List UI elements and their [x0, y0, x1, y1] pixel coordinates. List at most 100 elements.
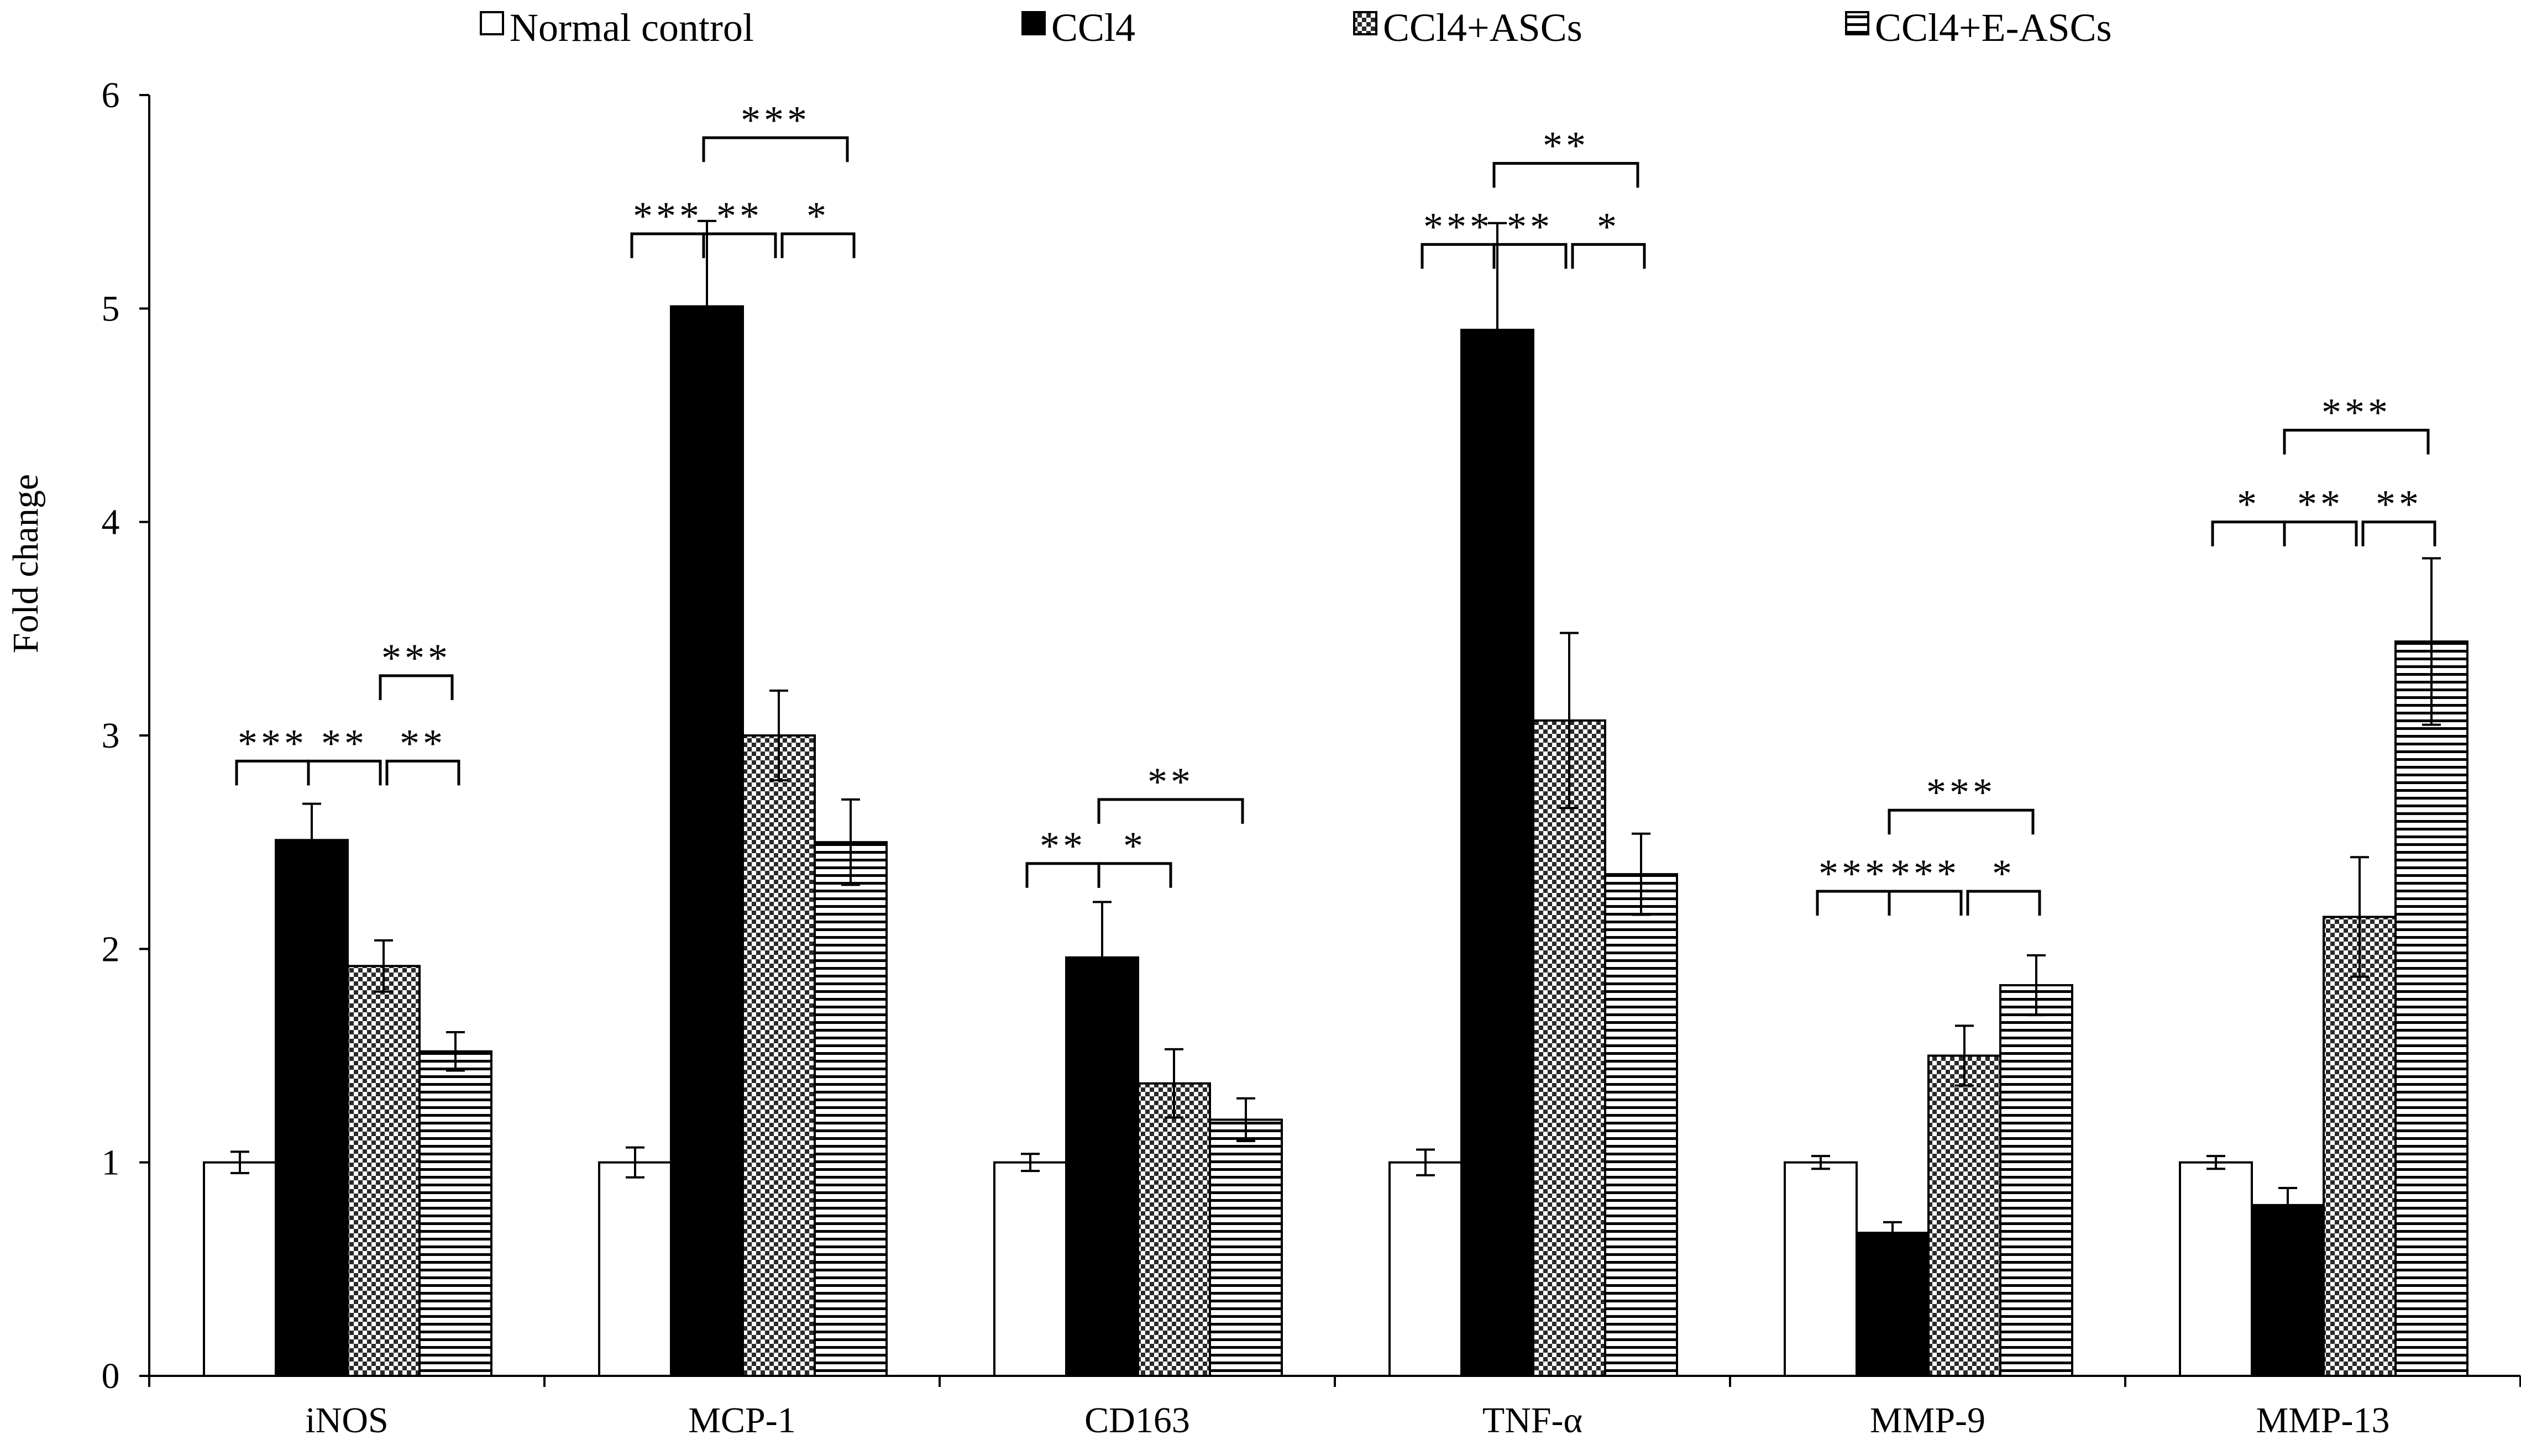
error-bar-ccl4-ascs-mcp-1 — [769, 689, 788, 782]
bracket-line — [307, 759, 382, 786]
error-bar-ccl4-e-ascs-mmp-13 — [2422, 557, 2441, 726]
y-tick-label: 4 — [102, 502, 120, 543]
significance-mmp-13-1-2: ** — [2283, 482, 2358, 546]
bar-normal-control-cd163 — [993, 1161, 1067, 1378]
significance-mmp-9-1-3: *** — [1888, 770, 2035, 835]
x-tick-label-mmp-9: MMP-9 — [1870, 1400, 1985, 1441]
significance-mcp-1-1-2: ** — [702, 194, 777, 259]
bracket-line — [379, 674, 454, 700]
legend: Normal control CCl4 CCl4+ASCs CCl4+E-ASCs — [480, 6, 2112, 50]
x-tick-label-tnf: TNF-α — [1482, 1400, 1582, 1441]
error-bar-ccl4-inos — [302, 802, 321, 877]
error-bar-ccl4-ascs-cd163 — [1165, 1048, 1183, 1119]
bar-ccl4-inos — [275, 839, 349, 1377]
significance-mmp-13-0-1: * — [2211, 482, 2286, 546]
error-bar-normal-control-mmp-9 — [1811, 1155, 1830, 1170]
error-bar-ccl4-e-ascs-mcp-1 — [841, 798, 860, 886]
y-tick-label: 5 — [102, 288, 120, 329]
bracket-line — [1888, 808, 2035, 835]
y-axis-title: Fold change — [6, 474, 46, 653]
error-bar-normal-control-mmp-13 — [2206, 1155, 2225, 1170]
significance-inos-0-1: *** — [235, 721, 310, 786]
x-tick-label-inos: iNOS — [305, 1400, 388, 1441]
significance-label: *** — [1818, 851, 1888, 896]
bar-ccl4-ascs-mcp-1 — [742, 734, 816, 1377]
legend-item-normal-control: Normal control — [480, 6, 754, 50]
significance-label: * — [1992, 851, 2015, 896]
x-tick-label-cd163: CD163 — [1084, 1400, 1190, 1441]
error-bar-ccl4-e-ascs-tnf — [1632, 832, 1650, 916]
error-bar-normal-control-cd163 — [1021, 1153, 1040, 1173]
bracket-line — [2283, 521, 2358, 546]
legend-swatch-ccl4-e-ascs — [1845, 11, 1869, 35]
bar-ccl4-cd163 — [1065, 956, 1139, 1377]
y-tick-label: 0 — [102, 1356, 120, 1396]
bar-ccl4-mmp-9 — [1856, 1232, 1930, 1378]
significance-mmp-13-1-3: *** — [2283, 391, 2430, 455]
significance-mcp-1-1-3: *** — [702, 98, 849, 162]
significance-mmp-9-1-2: *** — [1888, 851, 1963, 916]
bar-ccl4-ascs-mmp-9 — [1927, 1054, 2001, 1377]
bar-normal-control-mmp-13 — [2179, 1161, 2253, 1378]
significance-label: ** — [1040, 824, 1086, 868]
y-tick-label: 1 — [102, 1143, 120, 1183]
error-bar-normal-control-mcp-1 — [626, 1146, 644, 1179]
error-bar-ccl4-e-ascs-cd163 — [1236, 1097, 1255, 1143]
significance-brackets: ******** ********** ************* *********… — [235, 98, 2436, 916]
significance-label: ** — [2297, 482, 2344, 527]
bar-ccl4-e-ascs-mcp-1 — [814, 841, 888, 1377]
bracket-line — [1492, 243, 1568, 269]
error-bar-normal-control-tnf — [1416, 1148, 1435, 1176]
y-tick-label: 6 — [102, 75, 120, 115]
error-bar-ccl4-mmp-13 — [2278, 1187, 2297, 1223]
x-tick-label-mmp-13: MMP-13 — [2256, 1400, 2389, 1441]
significance-label: ** — [400, 721, 446, 765]
significance-label: ** — [1507, 204, 1553, 249]
legend-item-ccl4-ascs: CCl4+ASCs — [1353, 6, 1582, 50]
bar-ccl4-e-ascs-mmp-13 — [2394, 640, 2468, 1377]
significance-mcp-1-2-3: * — [780, 194, 856, 259]
bar-ccl4-e-ascs-tnf — [1604, 873, 1678, 1378]
significance-label: * — [2237, 482, 2260, 527]
significance-label: *** — [238, 721, 307, 765]
legend-swatch-normal-control — [480, 11, 504, 35]
bar-ccl4-mmp-13 — [2251, 1203, 2325, 1378]
legend-label-normal-control: Normal control — [510, 6, 754, 50]
bar-ccl4-e-ascs-inos — [418, 1050, 492, 1377]
significance-label: *** — [2321, 391, 2391, 435]
bracket-line — [2361, 521, 2436, 546]
bracket-line — [1097, 798, 1244, 824]
significance-label: *** — [741, 98, 810, 142]
significance-cd163-1-2: * — [1097, 824, 1172, 888]
error-bar-ccl4-ascs-mmp-13 — [2350, 856, 2369, 978]
error-bar-ccl4-ascs-inos — [374, 939, 393, 993]
significance-label: * — [1123, 824, 1146, 868]
bracket-line — [780, 232, 856, 259]
bracket-line — [1097, 862, 1172, 888]
significance-label: ** — [1147, 760, 1194, 804]
bar-ccl4-ascs-mmp-13 — [2323, 916, 2397, 1377]
bracket-line — [1492, 162, 1639, 188]
y-tick-label: 3 — [102, 716, 120, 756]
bar-ccl4-e-ascs-cd163 — [1209, 1118, 1283, 1378]
significance-label: ** — [321, 721, 368, 765]
bar-ccl4-ascs-cd163 — [1137, 1082, 1211, 1378]
legend-item-ccl4-e-ascs: CCl4+E-ASCs — [1845, 6, 2112, 50]
significance-mmp-9-2-3: * — [1966, 851, 2041, 916]
bracket-line — [702, 232, 777, 259]
significance-label: ** — [2376, 482, 2422, 527]
bar-normal-control-tnf — [1388, 1161, 1463, 1378]
legend-item-ccl4: CCl4 — [1021, 6, 1135, 50]
significance-label: ** — [1543, 124, 1589, 168]
bar-ccl4-tnf — [1460, 328, 1534, 1377]
bracket-line — [1966, 890, 2041, 916]
bar-ccl4-e-ascs-mmp-9 — [1999, 984, 2073, 1377]
error-bar-normal-control-inos — [230, 1150, 249, 1174]
significance-cd163-1-3: ** — [1097, 760, 1244, 824]
error-bar-ccl4-e-ascs-mmp-9 — [2027, 954, 2046, 1017]
significance-tnf-1-2: ** — [1492, 204, 1568, 269]
significance-tnf-2-3: * — [1571, 204, 1646, 269]
error-bar-ccl4-tnf — [1488, 222, 1507, 438]
